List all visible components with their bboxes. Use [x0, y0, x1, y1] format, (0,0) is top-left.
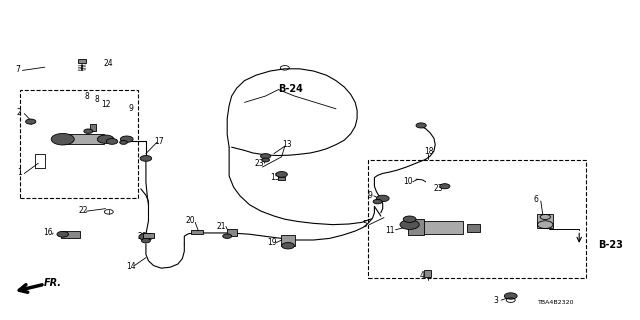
Bar [368, 160, 586, 278]
Bar [278, 177, 285, 180]
Bar [538, 214, 553, 228]
Text: 5: 5 [362, 220, 367, 229]
Circle shape [106, 139, 118, 144]
Circle shape [260, 154, 271, 159]
Bar [78, 59, 86, 63]
Text: 14: 14 [126, 262, 136, 271]
Text: B-24: B-24 [278, 84, 303, 94]
Circle shape [376, 195, 389, 202]
Text: FR.: FR. [44, 278, 61, 288]
Text: 20: 20 [186, 216, 196, 225]
Bar [424, 270, 431, 277]
Circle shape [139, 233, 153, 240]
Text: 17: 17 [154, 137, 164, 146]
Text: 6: 6 [534, 195, 539, 204]
Text: 20: 20 [137, 232, 147, 241]
Bar [63, 134, 104, 144]
Text: 13: 13 [282, 140, 292, 149]
Text: 19: 19 [267, 238, 277, 247]
Circle shape [120, 140, 127, 144]
Text: 22: 22 [79, 206, 88, 215]
Text: 24: 24 [104, 59, 114, 68]
Text: 8: 8 [95, 95, 100, 104]
Circle shape [276, 172, 287, 177]
Text: 9: 9 [367, 191, 372, 200]
Text: 11: 11 [386, 226, 395, 235]
Circle shape [373, 199, 382, 204]
Circle shape [403, 216, 416, 222]
Circle shape [416, 123, 426, 128]
Text: TBA4B2320: TBA4B2320 [538, 300, 574, 305]
Circle shape [141, 238, 150, 243]
Text: 2: 2 [17, 108, 22, 117]
Text: 8: 8 [84, 92, 89, 101]
Circle shape [400, 220, 419, 229]
Bar [90, 124, 96, 131]
Text: 23: 23 [254, 159, 264, 168]
Circle shape [140, 156, 152, 161]
Circle shape [26, 119, 36, 124]
Text: 10: 10 [403, 177, 413, 186]
Bar [408, 219, 424, 235]
Text: 23: 23 [433, 184, 444, 193]
Circle shape [440, 184, 450, 189]
Text: 7: 7 [15, 65, 20, 74]
Circle shape [97, 135, 114, 143]
Bar [143, 233, 154, 237]
Circle shape [120, 136, 133, 142]
Circle shape [504, 293, 517, 299]
Text: 9: 9 [129, 104, 134, 113]
Circle shape [84, 129, 93, 133]
Text: 12: 12 [101, 100, 110, 109]
Circle shape [57, 231, 68, 237]
Text: 4: 4 [420, 271, 425, 280]
Text: B-23: B-23 [598, 240, 623, 250]
Bar [467, 224, 480, 232]
Bar [61, 231, 80, 238]
Text: 15: 15 [270, 173, 280, 182]
Text: 21: 21 [216, 222, 225, 231]
Bar [281, 235, 295, 246]
Circle shape [51, 133, 74, 145]
Bar [191, 230, 203, 234]
Text: 16: 16 [43, 228, 53, 237]
Bar [417, 221, 463, 234]
Text: 18: 18 [424, 148, 433, 156]
Text: 3: 3 [493, 296, 499, 305]
Circle shape [223, 234, 232, 238]
Bar [227, 229, 237, 236]
Bar [20, 90, 138, 198]
Text: 1: 1 [17, 168, 22, 177]
Circle shape [262, 158, 269, 162]
Circle shape [282, 243, 294, 249]
